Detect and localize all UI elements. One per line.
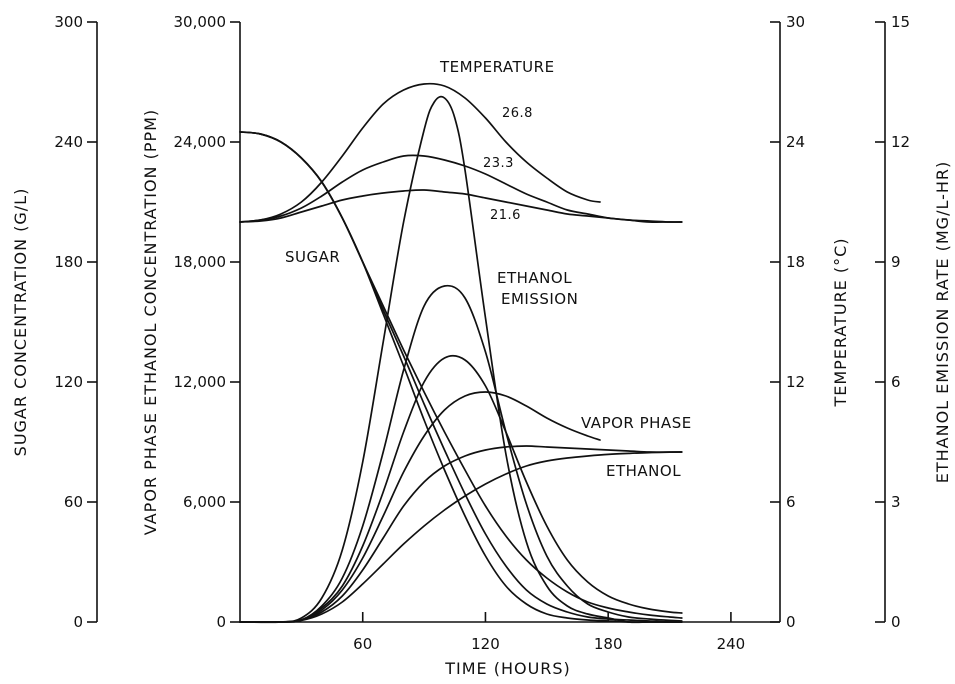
vapor-series-line-10 (239, 445, 683, 623)
vapor-tick-label: 24,000 (174, 133, 227, 151)
annotation-temperature: TEMPERATURE (439, 58, 555, 76)
annotation-vapor-phase-line1: VAPOR PHASE (581, 414, 692, 432)
emission-tick-label: 15 (891, 13, 910, 31)
sugar-tick-label: 240 (54, 133, 83, 151)
emission-series-line-6 (239, 95, 683, 624)
sugar-tick-label: 180 (54, 253, 83, 271)
vapor-series-line-7 (239, 284, 683, 623)
annotation-ethanol-emission-line1: ETHANOL (497, 269, 572, 287)
vapor-axis-title: VAPOR PHASE ETHANOL CONCENTRATION (PPM) (141, 109, 160, 535)
series-layer (239, 82, 683, 624)
sugar-tick-label: 0 (73, 613, 83, 631)
temperature-tick-label: 30 (786, 13, 805, 31)
x-tick-label: 180 (594, 635, 623, 653)
vapor-series-line-11 (239, 451, 683, 623)
x-tick-label: 120 (471, 635, 500, 653)
emission-tick-label: 0 (891, 613, 901, 631)
temperature-tick-label: 24 (786, 133, 805, 151)
vapor-series-line-9 (239, 391, 601, 623)
sugar-tick-label: 120 (54, 373, 83, 391)
sugar-series-line-5 (239, 131, 683, 619)
temperature-tick-label: 18 (786, 253, 805, 271)
x-axis-title: TIME (HOURS) (444, 659, 571, 678)
temperature-series-line-1 (239, 154, 683, 223)
temperature-series-line-0 (239, 82, 601, 223)
annotation-vapor-phase-line2: ETHANOL (606, 462, 681, 480)
annotation-21-6: 21.6 (490, 208, 521, 223)
axis-ticks: 06012018024030006,00012,00018,00024,0003… (54, 13, 910, 653)
temperature-tick-label: 12 (786, 373, 805, 391)
vapor-tick-label: 30,000 (174, 13, 227, 31)
temperature-axis-title: TEMPERATURE (°C) (831, 237, 850, 407)
annotation-26-8: 26.8 (502, 106, 533, 121)
x-tick-label: 60 (353, 635, 372, 653)
vapor-series-line-8 (239, 354, 683, 623)
x-tick-label: 240 (717, 635, 746, 653)
emission-tick-label: 9 (891, 253, 901, 271)
annotation-ethanol-emission-line2: EMISSION (501, 290, 578, 308)
temperature-series-line-2 (239, 189, 683, 223)
annotation-23-3: 23.3 (483, 156, 514, 171)
emission-tick-label: 3 (891, 493, 901, 511)
sugar-tick-label: 300 (54, 13, 83, 31)
vapor-tick-label: 0 (216, 613, 226, 631)
emission-axis-title: ETHANOL EMISSION RATE (MG/L-HR) (933, 161, 952, 484)
annotation-sugar: SUGAR (285, 248, 340, 266)
sugar-tick-label: 60 (64, 493, 83, 511)
vapor-tick-label: 12,000 (174, 373, 227, 391)
vapor-tick-label: 6,000 (183, 493, 226, 511)
temperature-tick-label: 6 (786, 493, 796, 511)
emission-tick-label: 6 (891, 373, 901, 391)
sugar-axis-title: SUGAR CONCENTRATION (G/L) (11, 188, 30, 457)
temperature-tick-label: 0 (786, 613, 796, 631)
emission-tick-label: 12 (891, 133, 910, 151)
vapor-tick-label: 18,000 (174, 253, 227, 271)
